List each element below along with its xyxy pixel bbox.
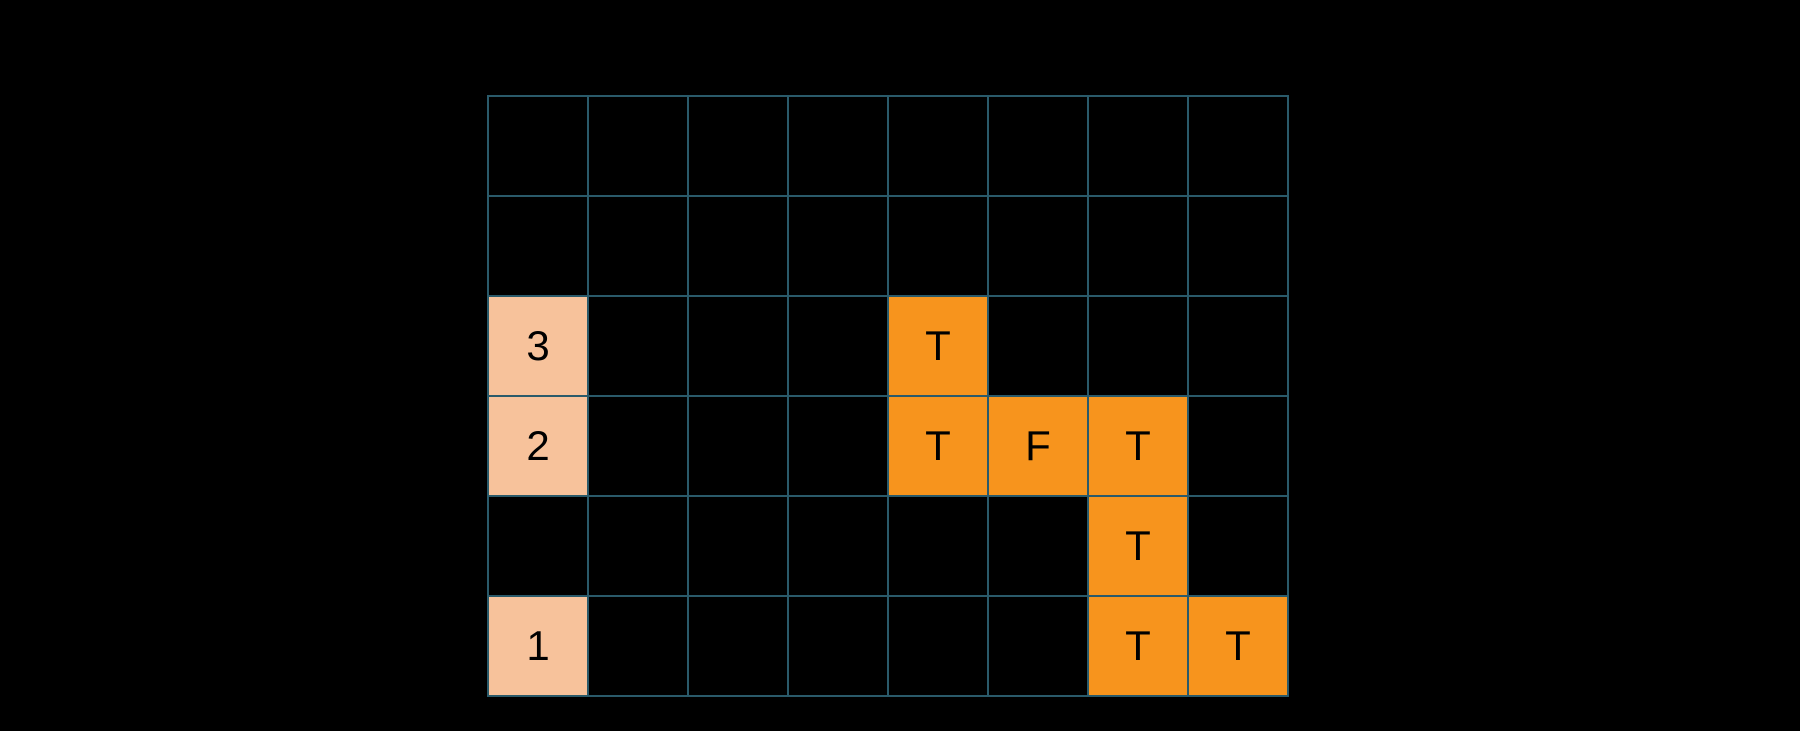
empty-cell bbox=[588, 196, 688, 296]
empty-cell bbox=[888, 96, 988, 196]
empty-cell bbox=[1188, 96, 1288, 196]
empty-cell bbox=[588, 96, 688, 196]
empty-cell bbox=[688, 596, 788, 696]
empty-cell bbox=[788, 496, 888, 596]
empty-cell bbox=[888, 196, 988, 296]
empty-cell bbox=[688, 296, 788, 396]
empty-cell bbox=[788, 596, 888, 696]
cell-t-r4c6: T bbox=[1088, 496, 1188, 596]
empty-cell bbox=[588, 396, 688, 496]
grid: 3T2TFTT1TT bbox=[487, 95, 1289, 697]
empty-cell bbox=[1188, 496, 1288, 596]
empty-cell bbox=[1088, 196, 1188, 296]
row-label-2: 2 bbox=[488, 396, 588, 496]
empty-cell bbox=[988, 496, 1088, 596]
cell-t-r2c4: T bbox=[888, 296, 988, 396]
empty-cell bbox=[488, 96, 588, 196]
empty-cell bbox=[488, 496, 588, 596]
empty-cell bbox=[1188, 396, 1288, 496]
empty-cell bbox=[888, 496, 988, 596]
empty-cell bbox=[788, 196, 888, 296]
cell-t-r3c6: T bbox=[1088, 396, 1188, 496]
empty-cell bbox=[988, 596, 1088, 696]
empty-cell bbox=[688, 196, 788, 296]
cell-f-r3c5: F bbox=[988, 396, 1088, 496]
empty-cell bbox=[788, 296, 888, 396]
row-label-3: 3 bbox=[488, 296, 588, 396]
empty-cell bbox=[788, 96, 888, 196]
empty-cell bbox=[1188, 296, 1288, 396]
cell-t-r5c7: T bbox=[1188, 596, 1288, 696]
cell-t-r5c6: T bbox=[1088, 596, 1188, 696]
cell-t-r3c4: T bbox=[888, 396, 988, 496]
empty-cell bbox=[488, 196, 588, 296]
empty-cell bbox=[788, 396, 888, 496]
empty-cell bbox=[688, 96, 788, 196]
empty-cell bbox=[888, 596, 988, 696]
empty-cell bbox=[988, 296, 1088, 396]
empty-cell bbox=[1188, 196, 1288, 296]
empty-cell bbox=[988, 196, 1088, 296]
row-label-1: 1 bbox=[488, 596, 588, 696]
empty-cell bbox=[688, 396, 788, 496]
empty-cell bbox=[588, 496, 688, 596]
empty-cell bbox=[588, 296, 688, 396]
empty-cell bbox=[588, 596, 688, 696]
empty-cell bbox=[688, 496, 788, 596]
empty-cell bbox=[988, 96, 1088, 196]
empty-cell bbox=[1088, 296, 1188, 396]
empty-cell bbox=[1088, 96, 1188, 196]
grid-container: 3T2TFTT1TT bbox=[487, 95, 1289, 697]
